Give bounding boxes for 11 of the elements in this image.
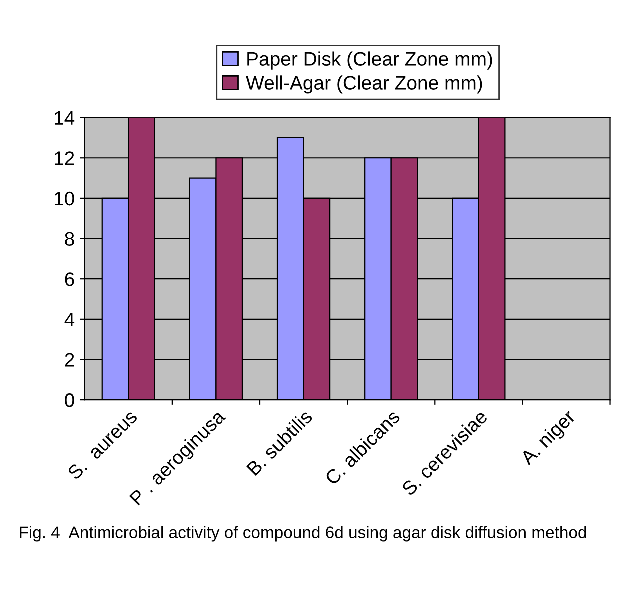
y-tick-label: 14 <box>55 111 75 125</box>
y-tick-label: 10 <box>55 192 74 206</box>
legend-label: Paper Disk (Clear Zone mm) <box>248 52 492 70</box>
y-tick-label: 8 <box>65 232 74 246</box>
y-tick-label: 0 <box>65 394 74 408</box>
y-tick-label: 12 <box>55 152 74 166</box>
caption: Fig. 4 Antimicrobial activity of compound 6d using agar disk diffusion method <box>20 526 586 542</box>
legend-label: Well-Agar (Clear Zone mm) <box>246 76 482 94</box>
y-tick-label: 6 <box>65 272 74 286</box>
y-tick-label: 2 <box>65 353 74 367</box>
y-tick-label: 4 <box>64 313 75 326</box>
